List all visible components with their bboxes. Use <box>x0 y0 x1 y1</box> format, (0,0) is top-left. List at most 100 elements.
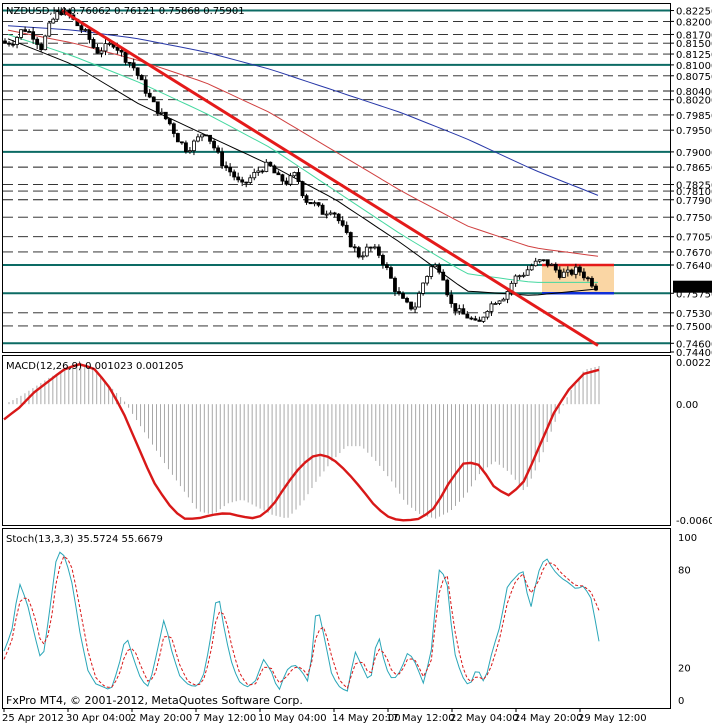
candle-body <box>252 172 257 179</box>
moving-average-line <box>7 29 599 257</box>
candle-body <box>43 35 48 51</box>
candle-body <box>545 259 550 266</box>
candle-body <box>336 213 341 222</box>
candle-body <box>409 301 413 310</box>
stoch-tick-label: 80 <box>678 566 691 577</box>
candle-body <box>288 175 293 185</box>
stoch-main-line <box>3 551 600 692</box>
candle-body <box>485 311 490 318</box>
candle-body <box>208 134 212 142</box>
moving-average-line <box>7 25 599 196</box>
candle-body <box>352 246 357 249</box>
candle-body <box>31 31 36 40</box>
candle-body <box>594 285 598 291</box>
time-tick-label: 30 Apr 04:00 <box>66 713 131 724</box>
time-tick-label: 7 May 12:00 <box>194 713 256 724</box>
time-tick-label: 29 May 12:00 <box>578 713 647 724</box>
candle-body <box>513 275 518 284</box>
candle-body <box>308 202 313 205</box>
stochastic-chart <box>3 551 600 692</box>
candle-body <box>521 274 526 277</box>
candle-body <box>473 318 478 321</box>
candle-body <box>348 232 353 248</box>
candle-body <box>360 255 365 258</box>
time-tick-label: 2 May 20:00 <box>130 713 192 724</box>
candle-body <box>236 176 241 181</box>
candle-body <box>228 167 233 173</box>
candle-body <box>3 40 7 44</box>
price-panel-frame <box>2 3 671 353</box>
candle-body <box>256 170 261 173</box>
candle-body <box>260 170 265 173</box>
candle-body <box>240 179 245 183</box>
candle-body <box>405 297 409 303</box>
stoch-tick-label: 0 <box>678 696 684 707</box>
candle-body <box>220 151 224 167</box>
candle-body <box>501 298 506 302</box>
candle-body <box>397 291 401 294</box>
candle-body <box>55 11 60 20</box>
price-chart <box>3 7 670 347</box>
candle-body <box>533 260 538 267</box>
stoch-signal-line <box>3 555 600 689</box>
candle-body <box>445 279 450 296</box>
candle-body <box>103 43 108 52</box>
candle-body <box>200 134 204 138</box>
candle-body <box>465 313 470 319</box>
candle-body <box>549 264 554 266</box>
candle-body <box>569 269 574 275</box>
candle-body <box>35 38 40 45</box>
candle-body <box>127 61 132 64</box>
candle-body <box>497 300 502 304</box>
candle-body <box>529 265 534 271</box>
candle-body <box>364 246 369 257</box>
candle-body <box>155 101 160 114</box>
candle-body <box>429 266 434 277</box>
candle-body <box>27 30 32 33</box>
candle-body <box>324 213 329 216</box>
candle-body <box>163 111 168 120</box>
candle-body <box>139 75 144 81</box>
candle-body <box>188 150 192 153</box>
candle-body <box>83 29 88 31</box>
candle-body <box>461 308 466 315</box>
candle-body <box>151 96 156 103</box>
candle-body <box>87 29 92 40</box>
candle-body <box>332 212 337 215</box>
candle-body <box>368 246 373 249</box>
chart-title: NZDUSD,H4 0.76062 0.76121 0.75868 0.7590… <box>6 6 245 17</box>
stoch-panel-frame <box>2 528 671 709</box>
candle-body <box>123 51 128 63</box>
candle-body <box>95 47 100 54</box>
macd-title: MACD(12,26,9) 0.001023 0.001205 <box>6 361 184 372</box>
candle-body <box>79 25 84 31</box>
candle-body <box>453 303 458 312</box>
candle-body <box>489 303 494 312</box>
stoch-tick-label: 100 <box>678 533 697 544</box>
candle-body <box>232 171 237 178</box>
candle-body <box>401 293 405 299</box>
candle-body <box>272 165 277 174</box>
candle-body <box>296 172 301 182</box>
candle-body <box>276 172 281 176</box>
macd-chart <box>3 363 600 522</box>
macd-panel-frame <box>2 355 671 526</box>
candle-body <box>204 134 208 137</box>
candle-body <box>537 259 542 262</box>
candle-body <box>553 264 558 271</box>
candle-body <box>517 275 522 278</box>
candle-body <box>135 67 140 76</box>
candle-body <box>573 266 578 275</box>
